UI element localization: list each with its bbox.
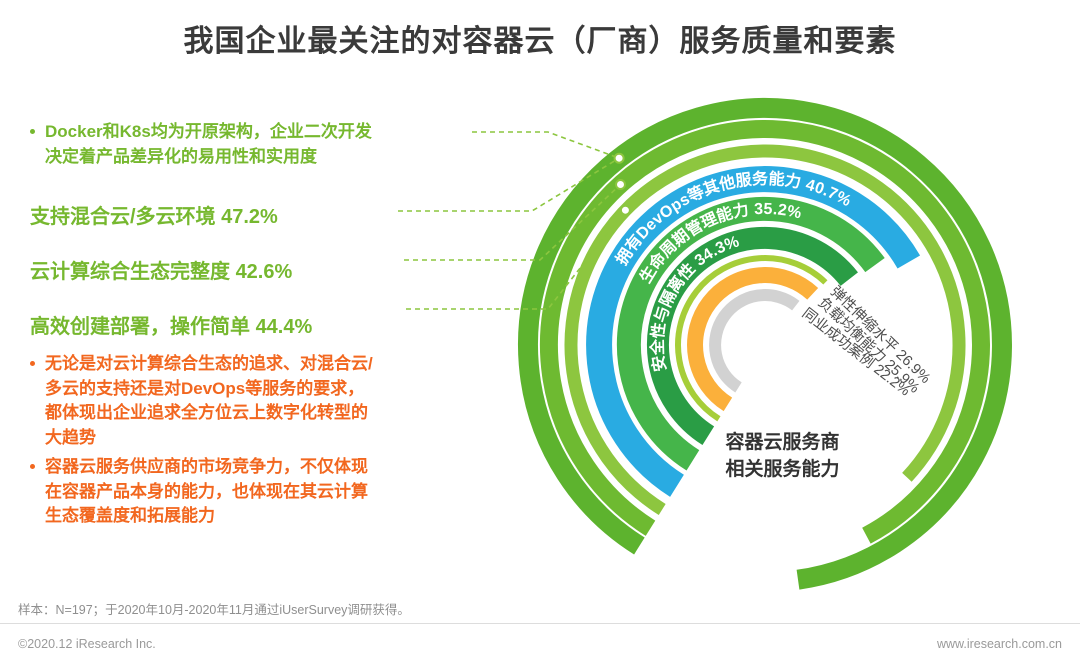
insight-line: 在容器产品本身的能力，也体现在其云计算 [45, 481, 368, 501]
center-label-line: 容器云服务商 [725, 432, 840, 453]
bullet-marker [30, 464, 35, 469]
metric-value: 47.2% [221, 206, 278, 228]
metric-easy-deployment: 高效创建部署，操作简单 44.4% [30, 310, 312, 339]
insight-line: 多云的支持还是对DevOps等服务的要求， [45, 378, 365, 398]
arc-segment-8 [709, 289, 800, 393]
insight-bullet-open-source: Docker和K8s均为开原架构，企业二次开发 决定着产品差异化的易用性和实用度 [30, 120, 490, 169]
callout-dot [619, 204, 631, 216]
arc-segment-3 [586, 166, 921, 497]
metric-label: 高效创建部署，操作简单 [30, 316, 250, 338]
metric-ecosystem-completeness: 云计算综合生态完整度 42.6% [30, 255, 312, 284]
insight-text: 无论是对云计算综合生态的追求、对混合云/ 多云的支持还是对DevOps等服务的要… [45, 352, 373, 451]
insight-line: 容器云服务供应商的市场竞争力，不仅体现 [45, 457, 368, 476]
footer-bar: ©2020.12 iResearch Inc. www.iresearch.co… [0, 623, 1080, 663]
callout-line [472, 131, 620, 159]
metric-label: 支持混合云/多云环境 [30, 206, 216, 228]
insight-text: Docker和K8s均为开原架构，企业二次开发 决定着产品差异化的易用性和实用度 [45, 120, 372, 169]
arc-segment-7 [687, 267, 819, 412]
bullet-marker [30, 361, 35, 366]
bullet-marker [30, 129, 35, 134]
insight-line: 决定着产品差异化的易用性和实用度 [45, 146, 317, 166]
copyright-text: ©2020.12 iResearch Inc. [18, 636, 156, 651]
left-metric-list: 支持混合云/多云环境 47.2% 云计算综合生态完整度 42.6% 高效创建部署… [30, 200, 312, 365]
chart-center-label: 容器云服务商 相关服务能力 [685, 430, 880, 483]
insight-bullet-trend: 无论是对云计算综合生态的追求、对混合云/ 多云的支持还是对DevOps等服务的要… [30, 352, 500, 451]
insight-line: 都体现出企业追求全方位云上数字化转型的 [45, 403, 368, 423]
center-label-line: 相关服务能力 [725, 458, 840, 480]
insight-line: 无论是对云计算综合生态的追求、对混合云/ [45, 354, 373, 373]
callout-line [406, 209, 627, 310]
callout-line [398, 157, 620, 212]
insight-text: 容器云服务供应商的市场竞争力，不仅体现 在容器产品本身的能力，也体现在其云计算 … [45, 455, 368, 529]
callout-dot [615, 179, 626, 190]
arc-segment-6 [675, 255, 828, 422]
insight-line: 生态覆盖度和拓展能力 [45, 506, 215, 526]
metric-hybrid-multicloud: 支持混合云/多云环境 47.2% [30, 200, 312, 229]
website-text: www.iresearch.com.cn [936, 636, 1062, 651]
insight-line: Docker和K8s均为开原架构，企业二次开发 [45, 122, 372, 141]
callout-dot [613, 152, 625, 164]
sample-note: 样本：N=197；于2020年10月-2020年11月通过iUserSurvey… [18, 603, 410, 617]
insight-bullet-competitiveness: 容器云服务供应商的市场竞争力，不仅体现 在容器产品本身的能力，也体现在其云计算 … [30, 455, 500, 529]
metric-value: 42.6% [235, 261, 293, 283]
arc-segment-5 [646, 226, 858, 446]
arc-segment-4 [616, 196, 885, 471]
arc-segment-0 [517, 98, 1012, 590]
arc-segment-2 [564, 144, 966, 516]
insight-line: 大趋势 [45, 427, 96, 447]
metric-value: 44.4% [255, 316, 313, 338]
metric-label: 云计算综合生态完整度 [30, 261, 230, 283]
arc-segment-1 [539, 120, 990, 544]
callout-line [404, 183, 622, 261]
page-title: 我国企业最关注的对容器云（厂商）服务质量和要素 [183, 25, 897, 58]
